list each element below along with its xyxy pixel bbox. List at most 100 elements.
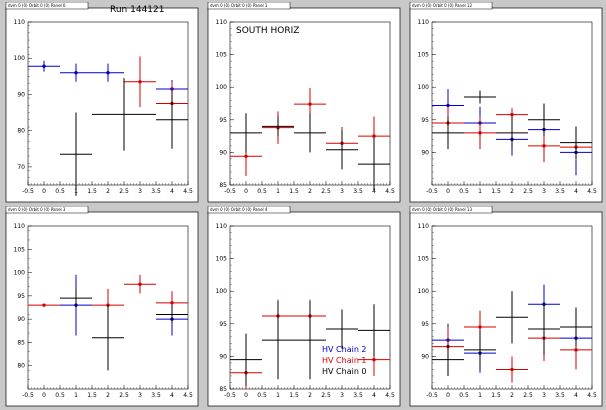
y-tick-label: 110 [216,223,228,230]
x-tick-label: 1 [276,188,280,195]
marker [170,301,174,305]
panel-title: dvm 0 (0) Orbit 0 (0) Panel 13 [412,207,472,212]
marker [106,71,110,75]
x-tick-label: 3 [340,188,344,195]
y-tick-label: 100 [216,84,228,91]
chart-panel-1: dvm 0 (0) Orbit 0 (0) Panel 1 -0.5 0 0.5 1 1.… [204,2,402,206]
x-tick-label: 2.5 [119,188,129,195]
x-tick-label: 1.5 [87,392,97,399]
data-point-chain2 [60,63,92,82]
data-point-chain0 [358,304,390,357]
panel-title-box [5,206,89,214]
x-tick-label: 2 [308,392,312,399]
panel-frame [5,7,199,203]
x-tick-label: 2 [106,392,110,399]
x-tick-label: 0 [42,392,46,399]
y-tick-label: 105 [14,246,26,253]
y-tick-label: 95 [17,293,25,300]
x-tick-label: 0 [446,392,450,399]
data-point-chain1 [124,56,156,108]
chart-panel-4: dvm 0 (0) Orbit 0 (0) Panel 4 -0.5 0 0.5 1 1.… [204,206,402,410]
data-point-chain0 [432,116,464,150]
x-tick-label: 0 [244,392,248,399]
panel-title-box [207,2,291,10]
y-tick-label: 105 [418,52,430,59]
panel-title-box [409,206,493,214]
panel-frame [409,211,603,407]
y-tick-label: 110 [14,223,26,230]
y-tick-label: 110 [418,223,430,230]
x-tick-label: -0.5 [22,188,34,195]
panel-frame [207,7,401,203]
y-tick-label: 90 [219,353,227,360]
x-tick-label: 3 [138,188,142,195]
y-tick-label: 95 [219,117,227,124]
marker [574,348,578,352]
x-tick-label: 3 [138,392,142,399]
chart-panel-12: dvm 0 (0) Orbit 0 (0) Panel 12 -0.5 0 0.5 1 1… [406,2,604,206]
y-tick-label: 85 [17,339,25,346]
data-point-chain0 [262,300,294,380]
y-tick-label: 90 [17,316,25,323]
x-tick-label: 2.5 [321,188,331,195]
x-tick-label: 3.5 [555,392,565,399]
x-tick-label: 0 [244,188,248,195]
x-tick-label: 4.5 [385,392,395,399]
data-point-chain1 [464,116,496,150]
y-tick-label: 80 [17,128,25,135]
x-tick-label: 2 [510,188,514,195]
legend-entry: HV Chain 2 [322,345,367,354]
y-tick-label: 105 [418,256,430,263]
data-point-chain0 [156,90,188,149]
x-tick-label: 4.5 [183,392,193,399]
data-point-chain0 [92,78,156,151]
y-tick-label: 110 [418,19,430,26]
legend-entry: HV Chain 0 [322,367,367,376]
y-tick-label: 70 [17,164,25,171]
x-tick-label: 3.5 [555,188,565,195]
x-tick-label: 2.5 [119,392,129,399]
y-tick-label: 110 [14,19,26,26]
x-tick-label: 0.5 [55,392,65,399]
panel-title: dvm 0 (0) Orbit 0 (0) Panel 12 [412,3,472,8]
y-tick-label: 95 [219,321,227,328]
x-tick-label: 4.5 [587,188,597,195]
panel-annotation: Run 144121 [110,5,164,15]
panel-title: dvm 0 (0) Orbit 0 (0) Panel 0 [8,3,66,8]
data-point-chain1 [496,356,528,383]
x-tick-label: 3.5 [151,392,161,399]
data-point-chain0 [294,300,326,380]
x-tick-label: -0.5 [22,392,34,399]
data-point-chain0 [326,130,358,170]
marker [372,357,376,362]
x-tick-label: 2.5 [523,392,533,399]
data-point-chain0 [60,112,92,196]
marker [510,367,514,372]
data-point-chain2 [92,63,124,82]
y-tick-label: 100 [14,270,26,277]
x-tick-label: 4 [372,392,376,399]
x-tick-label: -0.5 [224,188,236,195]
x-tick-label: 0 [446,188,450,195]
y-tick-label: 90 [17,91,25,98]
x-tick-label: 4 [170,392,174,399]
y-tick-label: 95 [421,117,429,124]
chart-panel-13: dvm 0 (0) Orbit 0 (0) Panel 13 -0.5 0 0.5 1 1… [406,206,604,410]
x-tick-label: 4.5 [587,392,597,399]
panel-annotation: SOUTH HORIZ [236,26,299,36]
chart-panel-3: dvm 0 (0) Orbit 0 (0) Panel 3 -0.5 0 0.5 1 1.… [2,206,200,410]
x-tick-label: -0.5 [426,188,438,195]
x-tick-label: 3 [542,188,546,195]
data-point-chain0 [496,116,528,150]
data-point-chain0 [464,90,496,104]
marker [478,325,482,329]
marker [372,134,376,138]
x-tick-label: 0.5 [257,188,267,195]
marker [138,282,142,286]
x-tick-label: 1.5 [491,188,501,195]
x-tick-label: 2 [308,188,312,195]
y-tick-label: 100 [418,288,430,295]
x-tick-label: 3 [542,392,546,399]
data-point-chain0 [528,103,560,137]
data-point-chain0 [432,343,464,376]
